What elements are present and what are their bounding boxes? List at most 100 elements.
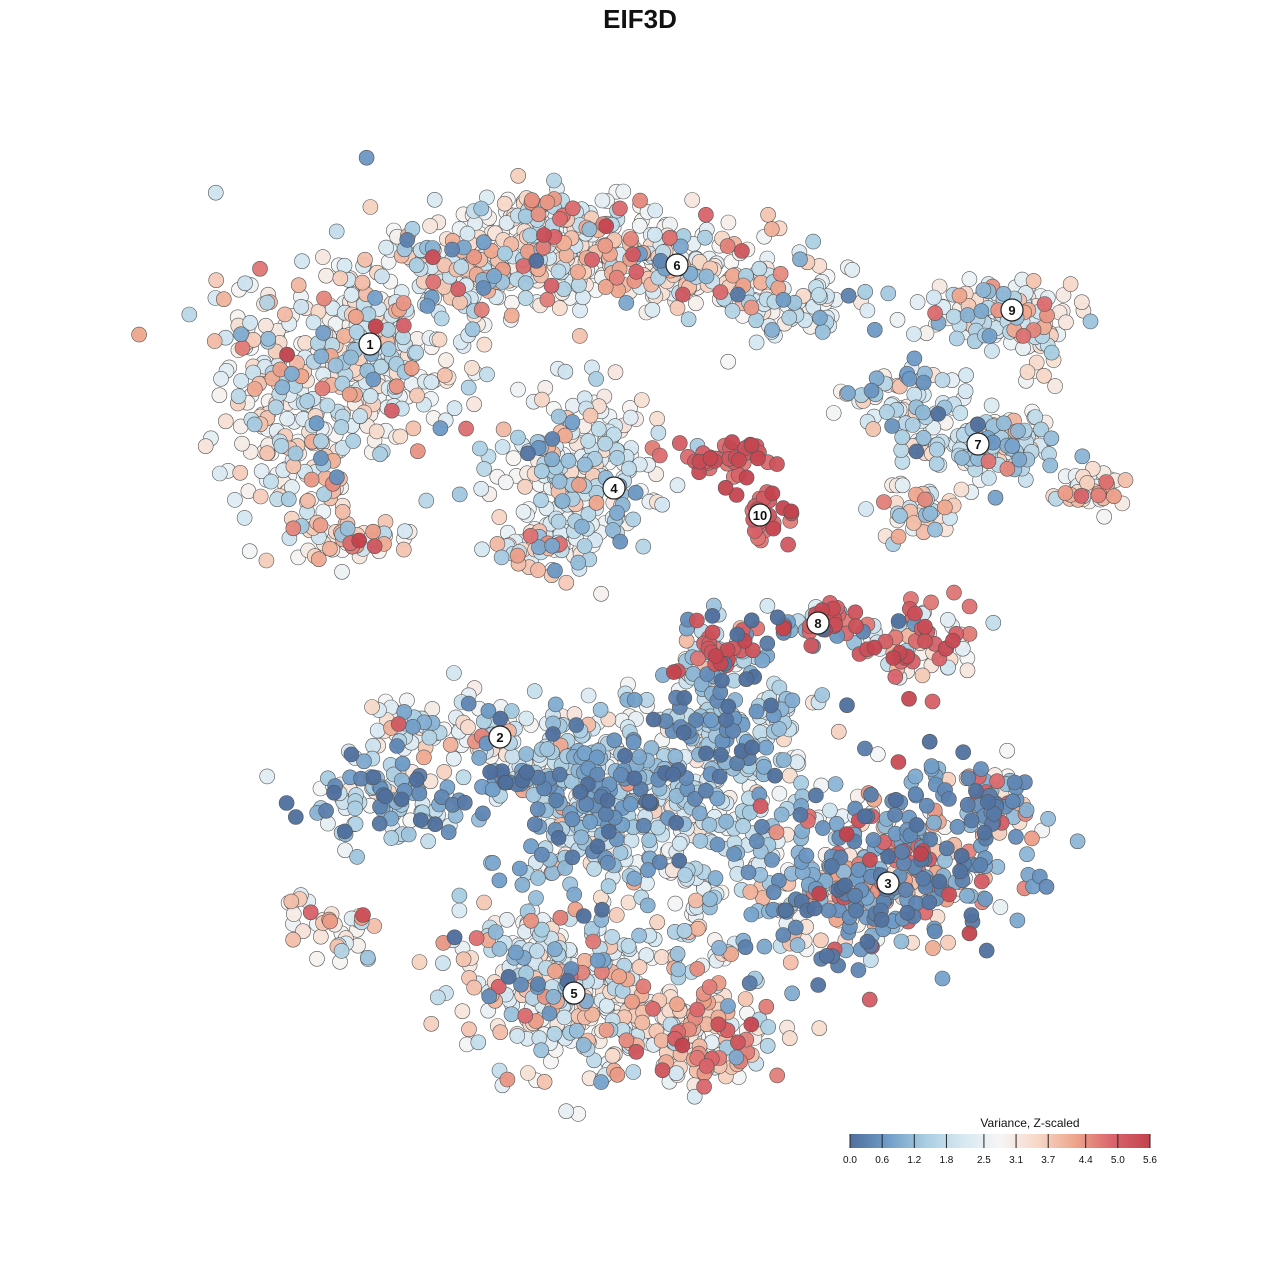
data-point xyxy=(351,532,368,549)
data-point xyxy=(729,626,746,643)
data-point xyxy=(326,784,342,801)
data-point xyxy=(879,404,895,420)
data-point xyxy=(759,597,776,614)
data-point xyxy=(917,633,933,650)
data-point xyxy=(810,977,827,993)
data-point xyxy=(626,770,643,787)
data-point xyxy=(491,509,508,525)
data-point xyxy=(355,907,371,923)
cluster-label-text: 9 xyxy=(1008,303,1015,318)
data-point xyxy=(328,223,345,240)
data-point xyxy=(496,195,513,212)
data-point xyxy=(792,251,808,268)
data-point xyxy=(698,207,714,223)
data-point xyxy=(599,792,616,809)
data-point xyxy=(624,993,640,1010)
data-point xyxy=(743,437,760,454)
data-point xyxy=(865,421,882,437)
data-point xyxy=(546,1026,563,1042)
data-point xyxy=(684,192,701,208)
data-point xyxy=(419,298,436,314)
data-point xyxy=(720,698,737,715)
data-point xyxy=(701,817,718,833)
cluster-label-text: 1 xyxy=(366,337,373,352)
data-point xyxy=(536,227,552,243)
data-point xyxy=(880,848,896,865)
data-point xyxy=(926,923,943,940)
data-point xyxy=(890,754,907,770)
data-point xyxy=(1055,287,1072,303)
data-point xyxy=(923,594,939,611)
data-point xyxy=(533,492,549,509)
data-point xyxy=(208,272,224,289)
data-point xyxy=(409,443,426,460)
data-point xyxy=(287,809,304,825)
data-point xyxy=(409,387,425,404)
data-point xyxy=(913,845,929,862)
data-point xyxy=(838,826,855,842)
data-point xyxy=(287,445,304,462)
data-point xyxy=(665,664,682,680)
data-point xyxy=(455,951,472,968)
data-point xyxy=(544,537,561,554)
data-point xyxy=(446,400,463,417)
data-point xyxy=(571,277,587,293)
data-point xyxy=(970,416,986,433)
data-point xyxy=(600,878,617,895)
data-point xyxy=(474,541,490,558)
data-point xyxy=(293,298,310,315)
cluster-label-text: 4 xyxy=(610,481,618,496)
data-point xyxy=(551,766,568,783)
data-point xyxy=(598,218,615,234)
data-point xyxy=(741,975,758,992)
data-point xyxy=(316,290,332,307)
data-point xyxy=(961,271,978,287)
data-point xyxy=(812,310,828,326)
data-point xyxy=(827,776,844,792)
data-point xyxy=(671,852,688,869)
data-point xyxy=(866,321,883,338)
data-point xyxy=(676,690,693,706)
data-point xyxy=(985,614,1002,631)
data-point xyxy=(433,310,450,327)
data-point xyxy=(438,352,454,369)
data-point xyxy=(625,1064,642,1080)
data-point xyxy=(1058,314,1074,331)
data-point xyxy=(789,754,805,771)
data-point xyxy=(489,536,506,552)
data-point xyxy=(528,890,544,906)
data-point xyxy=(570,264,586,280)
data-point xyxy=(509,547,526,564)
data-point xyxy=(645,1001,661,1017)
data-point xyxy=(556,1009,573,1026)
data-point xyxy=(497,245,513,262)
data-point xyxy=(236,510,253,526)
data-point xyxy=(491,941,508,957)
data-point xyxy=(742,884,759,900)
data-point xyxy=(475,805,491,822)
data-point xyxy=(607,364,624,381)
data-point xyxy=(631,959,648,975)
data-point xyxy=(347,800,364,817)
data-point xyxy=(987,489,1004,506)
data-point xyxy=(472,440,488,457)
data-point xyxy=(334,563,350,580)
data-point xyxy=(632,192,648,209)
data-point xyxy=(859,302,876,319)
data-point xyxy=(576,456,593,473)
data-point xyxy=(915,374,932,391)
data-point xyxy=(575,1037,592,1053)
data-point xyxy=(517,275,534,292)
data-point xyxy=(692,833,709,849)
data-point xyxy=(631,749,647,765)
data-point xyxy=(720,998,736,1014)
data-point xyxy=(599,855,616,871)
data-point xyxy=(696,1078,712,1095)
data-point xyxy=(609,450,626,466)
data-point xyxy=(336,823,353,840)
data-point xyxy=(405,420,422,437)
data-point xyxy=(625,246,641,263)
data-point xyxy=(689,612,705,629)
data-point xyxy=(476,894,492,911)
data-point xyxy=(674,1037,691,1054)
